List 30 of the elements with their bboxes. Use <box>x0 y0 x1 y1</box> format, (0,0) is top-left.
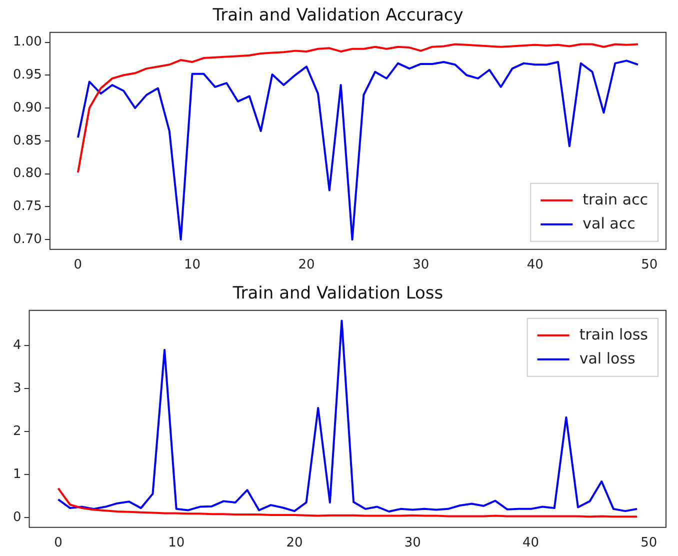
legend-label: val loss <box>579 349 636 368</box>
y-tick-label: 4 <box>12 338 22 354</box>
x-tick-label: 50 <box>641 258 658 273</box>
x-tick-label: 10 <box>168 536 185 551</box>
chart-title: Train and Validation Accuracy <box>212 6 464 26</box>
x-tick-label: 20 <box>286 536 303 551</box>
y-tick-label: 0.95 <box>12 68 42 83</box>
legend-label: train acc <box>582 190 648 208</box>
x-tick-label: 40 <box>522 536 540 551</box>
x-tick-label: 40 <box>526 258 544 273</box>
y-tick-label: 0.90 <box>12 100 42 116</box>
x-tick-label: 30 <box>404 536 421 551</box>
legend-label: train loss <box>579 325 648 344</box>
x-tick-label: 10 <box>184 258 201 273</box>
y-tick-label: 0.80 <box>12 166 42 182</box>
x-tick-label: 30 <box>412 258 430 273</box>
y-tick-label: 0.75 <box>12 199 42 214</box>
y-tick-label: 2 <box>12 424 22 439</box>
chart-title: Train and Validation Loss <box>232 284 444 304</box>
y-tick-label: 0.70 <box>12 232 42 247</box>
x-tick-label: 20 <box>298 258 315 273</box>
y-tick-label: 0 <box>12 510 22 525</box>
y-tick-label: 1 <box>12 466 22 482</box>
y-tick-label: 1.00 <box>12 34 42 50</box>
y-tick-label: 3 <box>12 380 22 396</box>
x-tick-label: 0 <box>54 536 62 551</box>
legend-label: val acc <box>582 214 636 232</box>
x-tick-label: 0 <box>74 258 82 273</box>
y-tick-label: 0.85 <box>12 133 42 148</box>
x-tick-label: 50 <box>640 536 658 551</box>
